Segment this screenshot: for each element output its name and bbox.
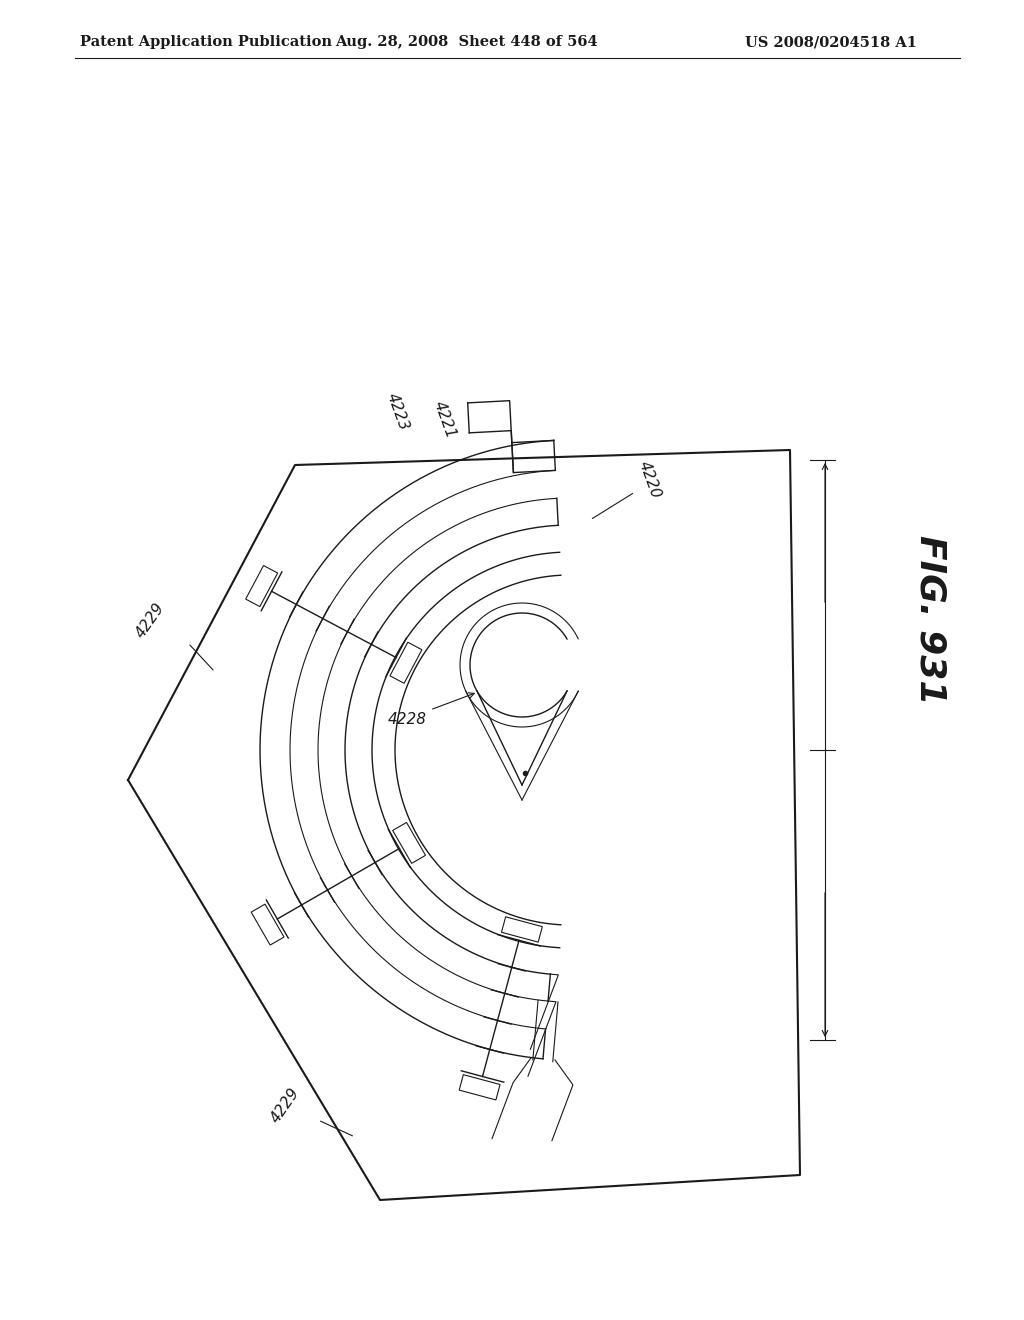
Text: 4229: 4229 xyxy=(267,1085,302,1125)
Text: US 2008/0204518 A1: US 2008/0204518 A1 xyxy=(745,36,918,49)
Text: 4221: 4221 xyxy=(431,399,459,441)
Text: 4223: 4223 xyxy=(384,391,412,433)
Polygon shape xyxy=(372,552,561,948)
Text: Aug. 28, 2008  Sheet 448 of 564: Aug. 28, 2008 Sheet 448 of 564 xyxy=(335,36,598,49)
Polygon shape xyxy=(372,450,800,1200)
Text: 4220: 4220 xyxy=(636,459,664,500)
Text: 4228: 4228 xyxy=(388,713,427,727)
Text: Patent Application Publication: Patent Application Publication xyxy=(80,36,332,49)
Text: FIG. 931: FIG. 931 xyxy=(913,535,947,705)
Text: 4229: 4229 xyxy=(133,599,167,640)
